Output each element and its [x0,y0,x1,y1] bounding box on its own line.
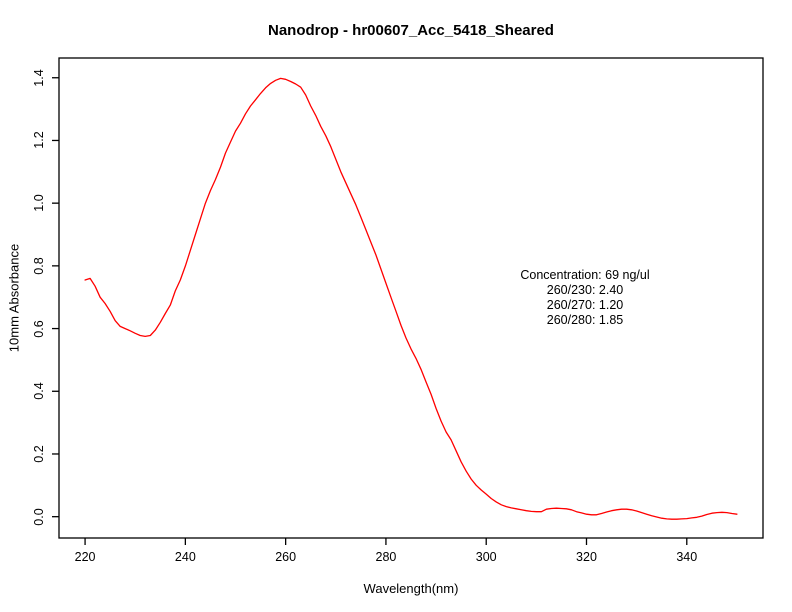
x-tick-label: 260 [275,550,297,564]
y-tick-label: 0.2 [32,445,46,463]
sample-stats-annotation: Concentration: 69 ng/ul 260/230: 2.40 26… [480,268,690,328]
x-axis-title: Wavelength(nm) [363,581,459,596]
x-tick-label: 340 [676,550,698,564]
y-tick-label: 0.6 [32,319,46,338]
y-tick-label: 1.0 [32,194,46,212]
x-tick-label: 240 [174,550,196,564]
annotation-concentration: Concentration: 69 ng/ul [520,268,650,282]
y-tick-label: 0.0 [32,507,46,526]
y-tick-label: 0.4 [32,382,46,400]
spectrum-line [84,77,738,520]
y-axis-title: 10mm Absorbance [6,243,22,353]
y-tick-label: 0.8 [32,257,46,275]
x-tick-label: 220 [74,550,96,564]
annotation-ratio-260-280: 260/280: 1.85 [546,313,624,327]
x-tick-label: 320 [576,550,597,564]
x-tick-label: 300 [475,550,497,564]
x-tick-label: 280 [375,550,397,564]
annotation-ratio-260-230: 260/230: 2.40 [546,283,624,297]
y-tick-label: 1.4 [32,69,46,87]
axis-tick-marks [52,77,688,545]
plot-border-box [58,57,764,539]
y-tick-label: 1.2 [32,131,46,150]
annotation-ratio-260-270: 260/270: 1.20 [546,298,624,312]
chart-title: Nanodrop - hr00607_Acc_5418_Sheared [268,22,554,39]
